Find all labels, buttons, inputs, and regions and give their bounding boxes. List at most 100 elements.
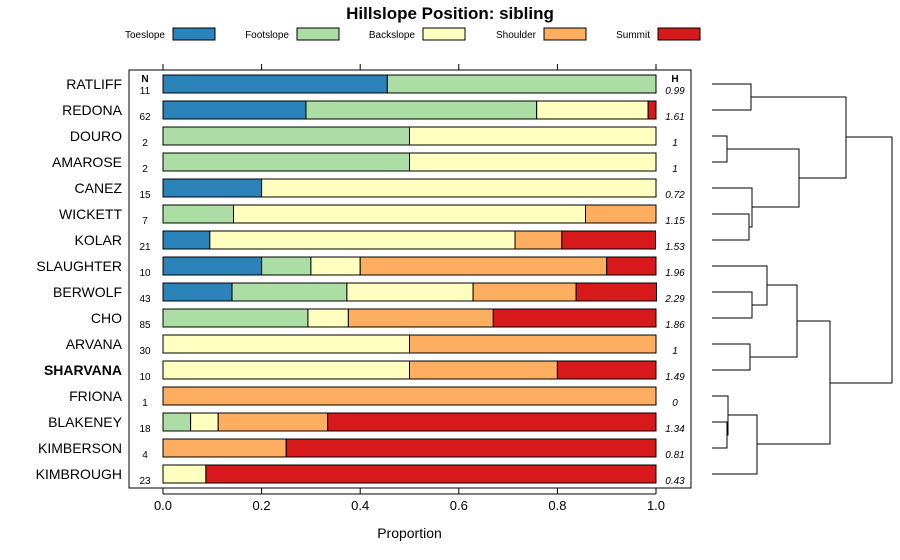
bar-segment-summit <box>285 438 657 458</box>
n-value: 4 <box>142 450 148 461</box>
h-value: 1.49 <box>665 372 685 383</box>
bar-segment-summit <box>327 412 657 432</box>
bar-row: WICKETT 7 1.15 <box>59 204 685 227</box>
bar-segment-backslope <box>307 308 349 328</box>
bar-segment-toeslope <box>162 74 388 94</box>
bar-row: KIMBROUGH 23 0.43 <box>36 464 685 487</box>
bar-segment-shoulder <box>217 412 329 432</box>
n-header: N <box>141 74 148 85</box>
bar-row: DOURO 2 1 <box>70 126 678 149</box>
n-value: 2 <box>142 138 148 149</box>
category-label: SLAUGHTER <box>36 258 122 274</box>
category-label: KIMBERSON <box>38 440 122 456</box>
bar-row: KOLAR 21 1.53 <box>75 230 685 253</box>
dendrogram-branch <box>712 395 729 436</box>
bar-segment-summit <box>492 308 657 328</box>
dendrogram-branch <box>712 83 752 111</box>
dendrogram-branch <box>757 320 831 445</box>
dendrogram-branch <box>750 284 798 358</box>
bar-segment-summit <box>561 230 657 250</box>
n-value: 1 <box>142 398 148 409</box>
n-value: 85 <box>139 320 151 331</box>
chart-title: Hillslope Position: sibling <box>346 4 554 23</box>
h-value: 1.53 <box>665 242 685 253</box>
bar-segment-backslope <box>162 360 410 380</box>
x-tick-label: 0.2 <box>253 498 271 513</box>
bar-row: SHARVANA 10 1.49 <box>44 360 685 383</box>
category-label: CANEZ <box>75 180 123 196</box>
bar-segment-footslope <box>162 308 309 328</box>
h-value: 1.61 <box>665 112 684 123</box>
top-axis-ticks <box>162 64 657 70</box>
bar-segment-backslope <box>190 412 219 432</box>
h-value: 0.43 <box>665 476 685 487</box>
dendrogram-branch <box>712 135 728 163</box>
legend-label-footslope: Footslope <box>245 30 289 41</box>
legend-swatch-backslope <box>422 27 466 41</box>
bar-row: FRIONA 1 0 <box>69 386 678 409</box>
bar-segment-footslope <box>261 256 312 276</box>
bar-segment-shoulder <box>359 256 608 276</box>
h-value: 1.15 <box>665 216 685 227</box>
bar-segment-shoulder <box>162 386 657 406</box>
bar-segment-backslope <box>409 152 657 172</box>
h-value: 1 <box>672 164 678 175</box>
h-value: 0.81 <box>665 450 684 461</box>
bar-segment-backslope <box>232 204 587 224</box>
bar-segment-footslope <box>162 152 410 172</box>
h-value: 1.96 <box>665 268 685 279</box>
bar-segment-shoulder <box>472 282 577 302</box>
bar-segment-footslope <box>162 204 234 224</box>
bar-segment-backslope <box>261 178 657 198</box>
bar-segment-backslope <box>310 256 361 276</box>
legend-label-shoulder: Shoulder <box>496 30 537 41</box>
bar-segment-backslope <box>162 464 207 484</box>
plot-frame <box>128 69 692 489</box>
bar-segment-toeslope <box>162 100 307 120</box>
n-value: 10 <box>139 268 151 279</box>
category-label: REDONA <box>62 102 123 118</box>
bar-segment-shoulder <box>409 360 558 380</box>
n-value: 2 <box>142 164 148 175</box>
h-value: 1.86 <box>665 320 685 331</box>
bar-row: KIMBERSON 4 0.81 <box>38 438 685 461</box>
h-value: 2.29 <box>664 294 685 305</box>
n-value: 43 <box>139 294 151 305</box>
x-tick-label: 0.8 <box>548 498 566 513</box>
bar-row: RATLIFF 11 0.99 <box>66 74 685 97</box>
bar-row: SLAUGHTER 10 1.96 <box>36 256 685 279</box>
category-label: ARVANA <box>66 336 123 352</box>
legend-swatch-shoulder <box>543 27 587 41</box>
h-value: 1 <box>672 138 678 149</box>
category-label: RATLIFF <box>66 76 122 92</box>
dendrogram-branch <box>830 136 893 384</box>
bar-row: BERWOLF 43 2.29 <box>53 282 685 305</box>
category-label: DOURO <box>70 128 122 144</box>
bar-segment-backslope <box>536 100 649 120</box>
category-label: SHARVANA <box>44 362 122 378</box>
legend-swatch-toeslope <box>172 27 216 41</box>
dendrogram-branch <box>712 213 750 241</box>
x-tick-label: 0.6 <box>450 498 468 513</box>
bar-segment-shoulder <box>162 438 287 458</box>
bar-segment-toeslope <box>162 230 211 250</box>
h-header: H <box>671 74 678 85</box>
legend-label-summit: Summit <box>616 30 650 41</box>
legend-swatch-summit <box>657 27 701 41</box>
n-value: 15 <box>139 190 151 201</box>
legend-label-backslope: Backslope <box>369 30 416 41</box>
bar-segment-shoulder <box>347 308 494 328</box>
bar-segment-backslope <box>209 230 516 250</box>
x-axis: 0.0 0.2 0.4 0.6 0.8 1.0 <box>154 488 665 513</box>
n-value: 11 <box>140 86 151 97</box>
category-label: KOLAR <box>75 232 122 248</box>
category-label: KIMBROUGH <box>36 466 122 482</box>
legend: Toeslope Footslope Backslope Shoulder Summit <box>125 27 701 41</box>
bar-segment-summit <box>647 100 657 120</box>
bar-row: CANEZ 15 0.72 <box>75 178 685 201</box>
dendrogram-branch <box>727 148 800 208</box>
n-value: 7 <box>142 216 148 227</box>
h-value: 0.99 <box>665 86 685 97</box>
dendrogram-branch <box>712 265 768 306</box>
n-value: 21 <box>139 242 151 253</box>
